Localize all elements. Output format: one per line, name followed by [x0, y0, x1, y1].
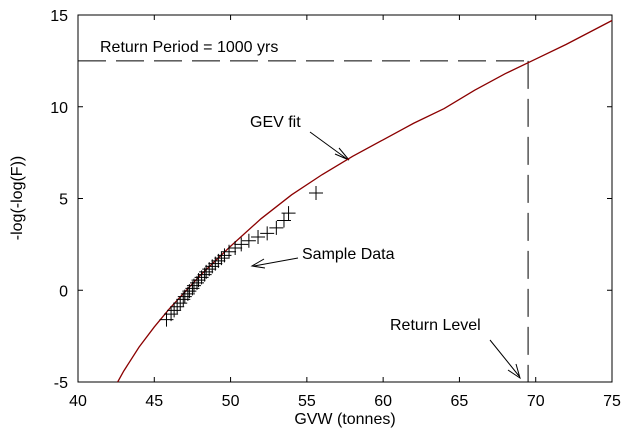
x-tick-label: 70 [527, 393, 545, 410]
x-tick-label: 55 [298, 393, 316, 410]
fit-curve [117, 19, 613, 383]
y-axis-label: -log(-log(F)) [9, 156, 26, 240]
sample-point [199, 264, 214, 279]
sample-point [208, 256, 223, 271]
sample-point [251, 230, 266, 245]
sample-point [260, 226, 275, 241]
x-axis-label: GVW (tonnes) [294, 411, 395, 428]
sample-point [167, 303, 182, 318]
plot-frame [77, 14, 613, 383]
sample-point [281, 206, 296, 221]
sample-point [309, 185, 324, 200]
sample-point [276, 213, 291, 228]
return-level-label: Return Level [390, 317, 481, 334]
y-tick-label: 0 [59, 283, 68, 300]
return-period-label: Return Period = 1000 yrs [100, 39, 278, 56]
gev-label: GEV fit [250, 114, 301, 131]
y-tick-label: -5 [54, 375, 68, 392]
gev-arrow [309, 131, 350, 161]
sample-label: Sample Data [302, 246, 395, 263]
return-level-arrow [489, 339, 521, 380]
x-tick-label: 75 [603, 393, 621, 410]
y-tick-label: 15 [50, 8, 68, 25]
sample-point [269, 220, 284, 235]
sample-point [191, 273, 206, 288]
sample-point [241, 233, 256, 248]
sample-point [234, 237, 249, 252]
x-tick-label: 60 [374, 393, 392, 410]
x-tick-label: 50 [222, 393, 240, 410]
x-tick-label: 65 [451, 393, 469, 410]
sample-arrow [250, 257, 299, 269]
x-tick-label: 45 [145, 393, 163, 410]
x-tick-label: 40 [69, 393, 87, 410]
sample-point [205, 259, 220, 274]
y-tick-label: 10 [50, 100, 68, 117]
sample-point [164, 307, 179, 322]
sample-point [222, 244, 237, 259]
sample-point [214, 251, 229, 266]
y-tick-label: 5 [59, 192, 68, 209]
sample-point [202, 262, 217, 277]
sample-point [211, 253, 226, 268]
sample-point [170, 299, 185, 314]
sample-point [228, 241, 243, 256]
